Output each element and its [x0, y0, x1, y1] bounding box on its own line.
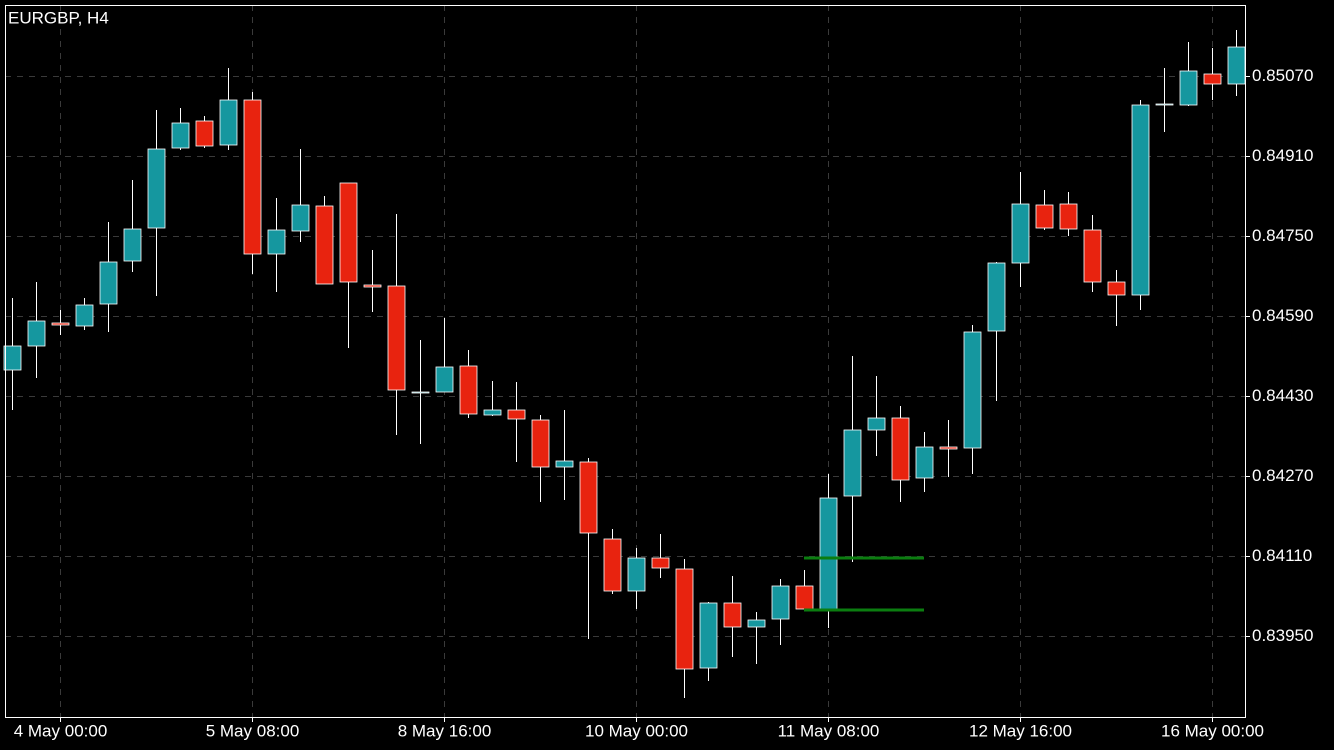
candle-body — [843, 429, 862, 497]
x-tick-label: 4 May 00:00 — [14, 721, 108, 740]
candle-body — [123, 228, 142, 262]
candle-body — [339, 182, 358, 283]
x-tick-label: 12 May 16:00 — [969, 721, 1072, 740]
candle-body — [1131, 104, 1150, 296]
candle-body — [171, 122, 190, 149]
plot-frame — [5, 5, 1246, 718]
candle-body — [507, 409, 526, 420]
x-tick-label: 10 May 00:00 — [585, 721, 688, 740]
candle-body — [219, 99, 238, 146]
candle-body — [555, 460, 574, 468]
candle-body — [891, 417, 910, 481]
candle-body — [1035, 204, 1054, 229]
candle-body — [411, 391, 430, 394]
y-tick-label: 0.84910 — [1252, 146, 1313, 165]
candle-body — [699, 602, 718, 669]
candle-body — [387, 285, 406, 391]
candle-body — [987, 262, 1006, 332]
candle-body — [1107, 281, 1126, 296]
candle-body — [147, 148, 166, 229]
candle-body — [939, 446, 958, 450]
candle-body — [1227, 46, 1246, 85]
candle-body — [867, 417, 886, 431]
y-tick-label: 0.83950 — [1252, 626, 1313, 645]
candle-body — [1203, 73, 1222, 85]
candle-body — [1179, 70, 1198, 106]
y-tick-label: 0.84750 — [1252, 226, 1313, 245]
x-tick-label: 5 May 08:00 — [206, 721, 300, 740]
x-tick-label: 16 May 00:00 — [1161, 721, 1264, 740]
candle-body — [651, 557, 670, 569]
candle-body — [1011, 203, 1030, 264]
candle-body — [795, 585, 814, 610]
candle-body — [747, 619, 766, 628]
candle-body — [1059, 203, 1078, 230]
x-tick-label: 11 May 08:00 — [778, 721, 880, 740]
candle-body — [435, 366, 454, 393]
candle-body — [195, 120, 214, 147]
candle-body — [243, 99, 262, 255]
y-tick-label: 0.84430 — [1252, 386, 1313, 405]
candle-body — [291, 204, 310, 232]
candles — [3, 30, 1246, 698]
candle-body — [315, 205, 334, 285]
chart-title: EURGBP, H4 — [8, 8, 109, 27]
y-tick-label: 0.84590 — [1252, 306, 1313, 325]
candle-body — [675, 568, 694, 670]
candle-body — [3, 345, 22, 371]
candle-body — [963, 331, 982, 449]
candle-body — [1083, 229, 1102, 283]
y-tick-label: 0.84110 — [1252, 546, 1312, 565]
y-tick-label: 0.85070 — [1252, 66, 1313, 85]
candle-body — [771, 585, 790, 620]
candle-body — [459, 365, 478, 415]
candle-body — [579, 461, 598, 534]
candle-body — [483, 409, 502, 416]
candle-body — [363, 284, 382, 288]
candle-body — [27, 320, 46, 347]
candle-body — [75, 304, 94, 327]
candle-body — [51, 322, 70, 326]
candle-body — [99, 261, 118, 305]
x-tick-label: 8 May 16:00 — [398, 721, 492, 740]
candle-body — [915, 446, 934, 479]
candle-body — [603, 538, 622, 592]
candle-body — [723, 602, 742, 628]
candle-body — [819, 497, 838, 611]
candle-body — [531, 419, 550, 468]
candle-body — [627, 557, 646, 592]
y-tick-label: 0.84270 — [1252, 466, 1313, 485]
candle-body — [267, 229, 286, 255]
candle-body — [1155, 103, 1174, 106]
